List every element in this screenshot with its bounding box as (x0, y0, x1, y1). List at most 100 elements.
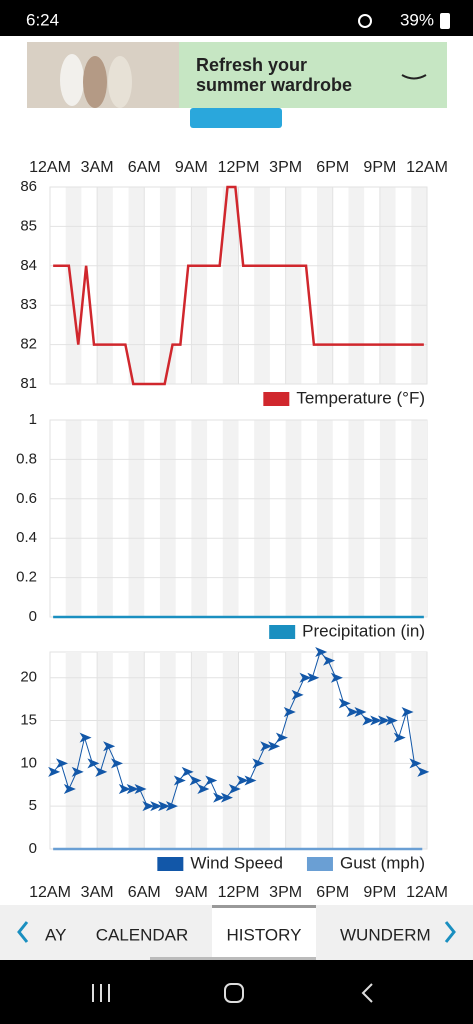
stripe (65, 187, 82, 384)
y-tick-label: 0 (29, 840, 37, 857)
y-tick-label: 86 (20, 178, 37, 195)
legend-swatch (263, 392, 290, 406)
wind-arrow (409, 758, 422, 769)
tab-next[interactable] (444, 921, 456, 943)
stripe (285, 187, 302, 384)
y-tick-label: 5 (29, 797, 37, 814)
stripe (379, 652, 396, 849)
stripe (97, 420, 113, 617)
nav-bar (0, 960, 473, 1024)
stripe (191, 652, 208, 849)
wind-arrow (346, 706, 359, 717)
scroll-indicator (150, 957, 316, 960)
x-tick-label: 12AM (29, 159, 71, 176)
x-tick-label: 9AM (175, 159, 208, 176)
wind-arrow (173, 775, 186, 786)
wind-arrow (330, 672, 343, 683)
wind-arrow (95, 766, 108, 777)
stripe (285, 652, 302, 849)
stripe (128, 652, 145, 849)
status-time: 6:24 (26, 10, 59, 29)
legend-label: Temperature (°F) (296, 388, 425, 407)
nav-recent[interactable] (92, 984, 110, 1002)
stripe (379, 420, 396, 617)
wind-arrow (393, 732, 406, 743)
stripe (348, 652, 365, 849)
wind-arrow (236, 775, 249, 786)
wind-arrow (71, 766, 84, 777)
y-tick-label: 1 (29, 411, 37, 428)
stripe (128, 420, 145, 617)
x-tick-label: 12PM (218, 159, 260, 176)
tab[interactable]: WUNDERM (340, 925, 431, 944)
wind-arrow (307, 672, 320, 683)
wind-arrow (323, 655, 336, 666)
wind-arrow (275, 732, 288, 743)
wind-arrow (378, 715, 391, 726)
x-tick-label: 6PM (316, 159, 349, 176)
wind-arrow (362, 715, 375, 726)
y-tick-label: 82 (20, 336, 37, 353)
x-tick-label: 3AM (81, 159, 114, 176)
stripe (411, 652, 427, 849)
wind-arrow (126, 784, 139, 795)
wind-arrow (244, 775, 257, 786)
ad-figure (108, 56, 132, 108)
stripe (159, 652, 176, 849)
stripe (97, 187, 113, 384)
nav-back[interactable] (361, 983, 373, 1003)
y-tick-label: 0.6 (16, 490, 37, 507)
view-button[interactable] (190, 108, 282, 128)
stripe (348, 420, 365, 617)
wind-arrow (103, 741, 116, 752)
wind-arrow (197, 784, 210, 795)
wind-arrow (181, 766, 194, 777)
wind-arrow (55, 758, 68, 769)
stripe (222, 652, 239, 849)
tab[interactable]: AY (45, 925, 66, 944)
wind-arrow (79, 732, 92, 743)
stripe (317, 420, 333, 617)
wind-arrow (205, 775, 218, 786)
x-tick-label: 3PM (269, 884, 302, 901)
x-tick-label: 12AM (406, 884, 448, 901)
wind-arrow (268, 741, 281, 752)
tab[interactable]: CALENDAR (96, 925, 189, 944)
x-tick-label: 12AM (29, 884, 71, 901)
wind-arrow (134, 784, 147, 795)
y-tick-label: 0.2 (16, 569, 37, 586)
x-tick-label: 6PM (316, 884, 349, 901)
wind-arrow (338, 698, 351, 709)
ad-figure (83, 56, 107, 108)
stripe (317, 652, 333, 849)
y-tick-label: 15 (20, 711, 37, 728)
stripe (254, 187, 270, 384)
wind-arrow (48, 766, 61, 777)
y-tick-label: 0 (29, 608, 37, 625)
y-tick-label: 0.4 (16, 529, 37, 546)
tab-indicator (212, 905, 316, 908)
status-bar (0, 0, 473, 36)
tab-prev[interactable] (17, 921, 29, 943)
stripe (65, 420, 82, 617)
wind-arrow (370, 715, 383, 726)
y-tick-label: 84 (20, 257, 37, 274)
wind-arrow (291, 689, 304, 700)
status-icon (358, 14, 372, 28)
stripe (159, 420, 176, 617)
wind-arrow (299, 672, 312, 683)
tab[interactable]: HISTORY (227, 925, 302, 944)
wind-arrow (87, 758, 100, 769)
wind-arrow (283, 706, 296, 717)
y-tick-label: 0.8 (16, 450, 37, 467)
wind-arrow (142, 801, 155, 812)
ad-headline: summer wardrobe (196, 75, 352, 95)
wind-arrow (158, 801, 171, 812)
wind-arrow (110, 758, 123, 769)
legend-swatch (269, 625, 296, 639)
wind-arrow (63, 784, 76, 795)
stripe (254, 652, 270, 849)
nav-home[interactable] (224, 983, 244, 1003)
